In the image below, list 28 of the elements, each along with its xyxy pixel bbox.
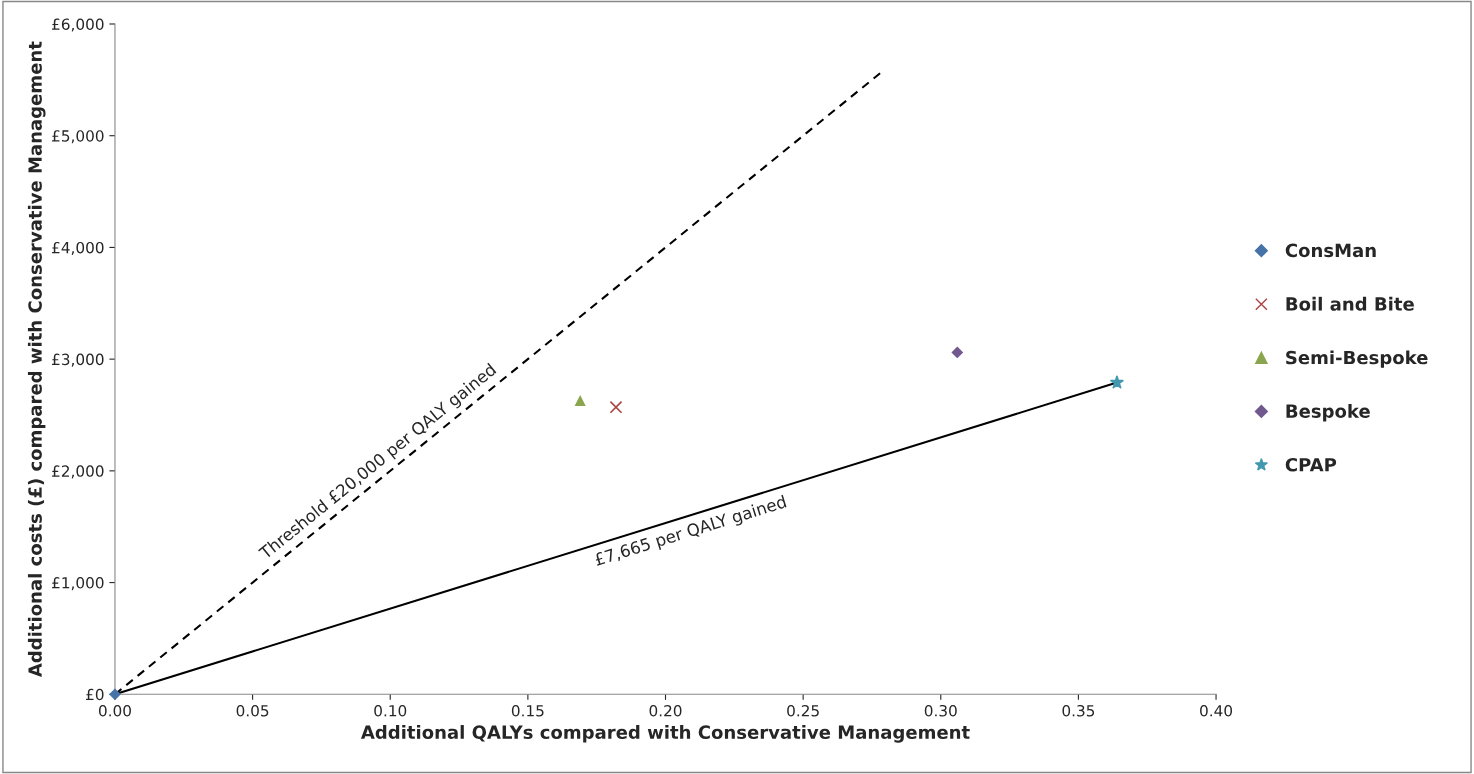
y-tick-label: £6,000 (52, 18, 104, 32)
y-tick-label: £4,000 (52, 241, 104, 255)
x-tick-label: 0.25 (787, 704, 819, 717)
y-axis-title: Additional costs (£) compared with Conservative Management (27, 41, 46, 678)
legend-label: Boil and Bite (1286, 296, 1414, 311)
y-tick-label: £3,000 (52, 353, 104, 367)
legend-label: CPAP (1285, 457, 1337, 472)
x-tick-label: 0.35 (1062, 704, 1095, 717)
x-tick-label: 0.20 (649, 704, 682, 717)
x-tick-label: 0.10 (374, 704, 407, 717)
y-tick-label: £1,000 (52, 577, 104, 591)
y-tick-label: £5,000 (52, 130, 104, 144)
x-axis-title: Additional QALYs compared with Conservative Management (360, 725, 970, 743)
x-tick-label: 0.00 (98, 704, 131, 717)
point (574, 394, 586, 407)
x-tick-label: 0.30 (924, 704, 957, 717)
point (1110, 375, 1124, 389)
legend-label: Bespoke (1286, 403, 1370, 422)
y-tick-label: £2,000 (52, 465, 104, 479)
legend-label: Semi-Bespoke (1286, 350, 1428, 368)
point (109, 688, 121, 701)
point (951, 346, 964, 359)
point (609, 400, 623, 414)
x-tick-label: 0.05 (236, 704, 269, 717)
legend-label: ConsMan (1285, 243, 1376, 258)
y-tick-label: £0 (86, 688, 104, 701)
x-tick-label: 0.15 (511, 704, 544, 717)
x-tick-label: 0.40 (1200, 704, 1233, 717)
